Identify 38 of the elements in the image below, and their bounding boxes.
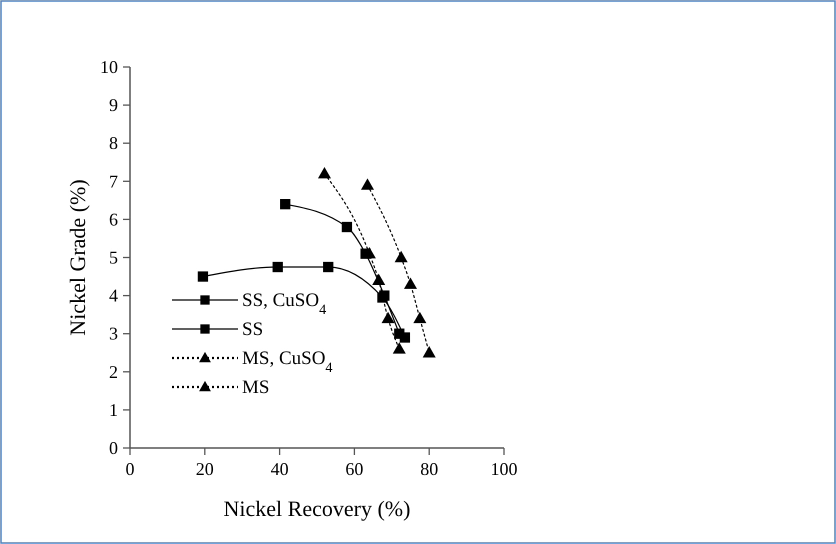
point — [414, 312, 426, 324]
point — [404, 278, 417, 289]
legend-label: SS — [242, 319, 264, 340]
legend-label: SS, CuSO$_{4}$ — [242, 290, 326, 318]
point — [280, 199, 290, 210]
y-tick-label: 9 — [109, 95, 118, 116]
point — [198, 271, 208, 282]
point — [395, 251, 408, 262]
x-tick-label: 80 — [420, 459, 438, 479]
x-axis-title: Nickel Recovery (%) — [224, 496, 410, 521]
y-tick-label: 0 — [109, 438, 118, 458]
x-tick-label: 0 — [126, 459, 134, 479]
point — [342, 222, 352, 232]
x-tick-label: 60 — [345, 459, 364, 479]
y-tick-label: 4 — [109, 286, 118, 306]
point — [382, 312, 394, 324]
legend-label: MS, CuSO$_{4}$ — [242, 348, 333, 376]
y-tick-label: 3 — [109, 324, 118, 344]
y-tick-label: 7 — [109, 171, 118, 192]
point — [393, 342, 406, 354]
y-axis-title: Nickel Grade (%) — [65, 179, 90, 336]
y-tick-label: 6 — [109, 209, 118, 230]
point — [361, 179, 374, 190]
point — [272, 262, 283, 272]
y-tick-label: 10 — [100, 57, 118, 77]
y-tick-label: 1 — [109, 400, 118, 420]
x-tick-label: 20 — [196, 459, 214, 479]
legend-label: MS — [242, 377, 270, 398]
point — [423, 346, 436, 358]
y-tick-label: 5 — [109, 248, 118, 268]
y-tick-label: 8 — [109, 133, 118, 154]
x-tick-label: 40 — [270, 459, 289, 479]
point — [323, 262, 334, 272]
point — [318, 168, 331, 178]
x-tick-label: 100 — [490, 459, 518, 479]
y-tick-label: 2 — [109, 362, 118, 382]
point — [360, 248, 371, 259]
point — [400, 332, 410, 343]
